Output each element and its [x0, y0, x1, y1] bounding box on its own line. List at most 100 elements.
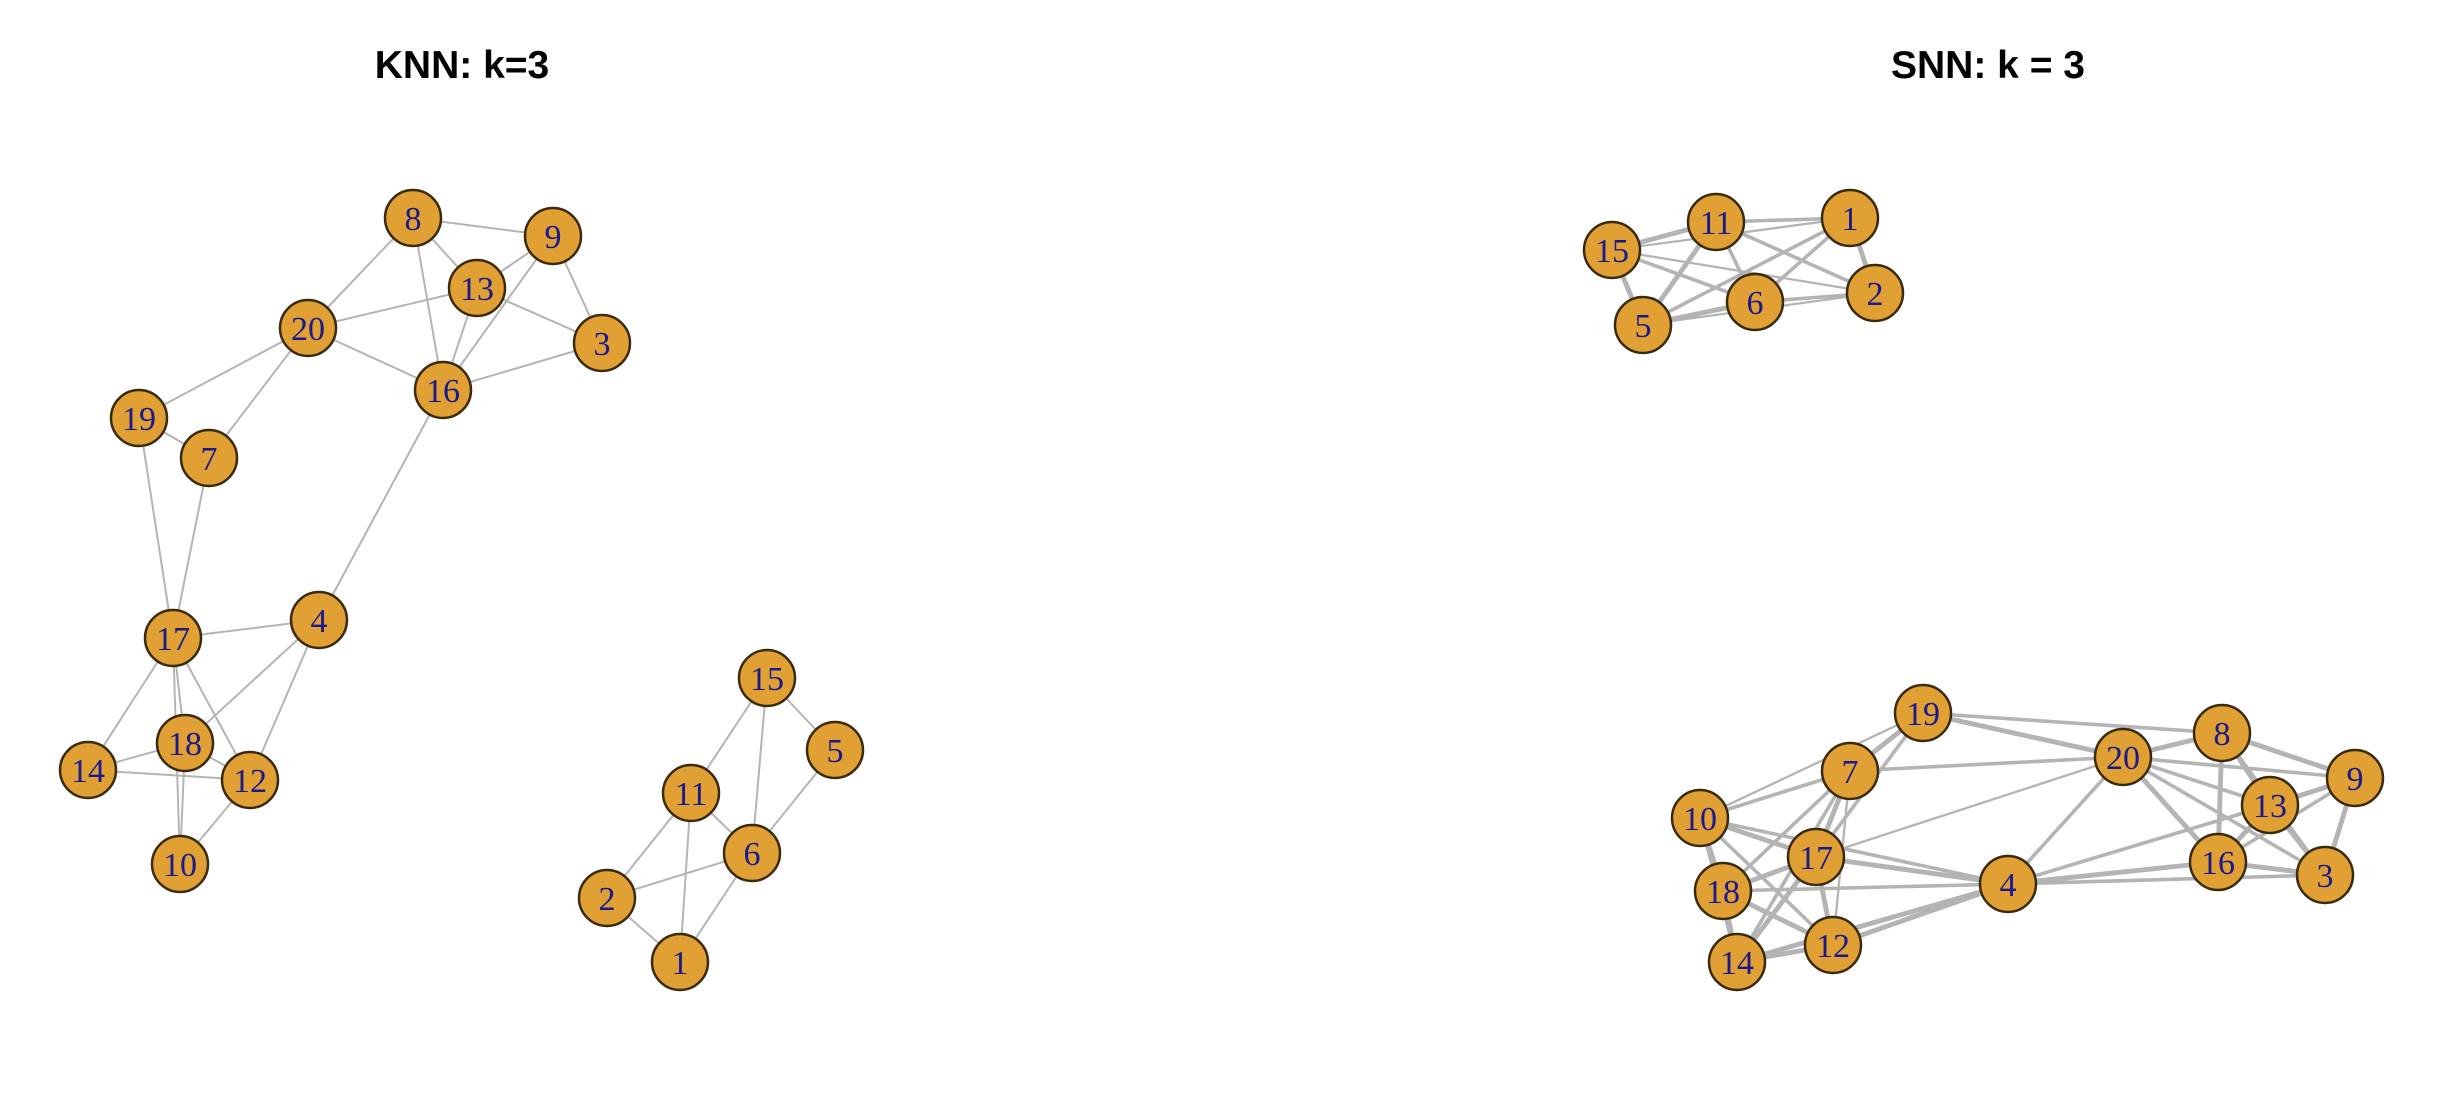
knn-node-label-16: 16	[426, 373, 460, 410]
knn-node-7: 7	[179, 428, 239, 488]
knn-edge-20-19	[138, 327, 309, 419]
snn-node-20: 20	[2093, 727, 2153, 787]
knn-node-label-7: 7	[201, 441, 218, 478]
snn-node-5: 5	[1613, 295, 1673, 355]
knn-edge-4-18	[184, 619, 320, 744]
knn-node-label-3: 3	[594, 326, 611, 363]
knn-node-circle-8	[383, 188, 443, 248]
knn-node-18: 18	[155, 713, 215, 773]
snn-edge-4-18	[1721, 882, 2010, 893]
snn-edge-19-10	[1698, 711, 1925, 820]
snn-node-17: 17	[1786, 827, 1846, 887]
snn-edge-13-4	[2006, 803, 2272, 886]
snn-node-label-14: 14	[1720, 945, 1754, 982]
knn-node-label-13: 13	[460, 271, 494, 308]
knn-node-circle-16	[413, 360, 473, 420]
snn-node-label-18: 18	[1706, 874, 1740, 911]
knn-node-16: 16	[413, 360, 473, 420]
snn-node-label-5: 5	[1635, 308, 1652, 345]
knn-node-4: 4	[289, 590, 349, 650]
snn-node-label-6: 6	[1747, 285, 1764, 322]
knn-node-label-10: 10	[163, 847, 197, 884]
snn-node-6: 6	[1725, 272, 1785, 332]
knn-node-1: 1	[650, 932, 710, 992]
snn-node-circle-5	[1613, 295, 1673, 355]
knn-node-label-12: 12	[233, 763, 267, 800]
snn-node-circle-8	[2192, 703, 2252, 763]
knn-node-circle-14	[58, 740, 118, 800]
knn-node-20: 20	[278, 298, 338, 358]
knn-node-circle-2	[577, 868, 637, 928]
snn-node-circle-17	[1786, 827, 1846, 887]
snn-node-circle-15	[1582, 220, 1642, 280]
knn-node-3: 3	[572, 313, 632, 373]
knn-node-label-6: 6	[744, 836, 761, 873]
snn-node-label-19: 19	[1906, 696, 1940, 733]
knn-node-circle-10	[150, 834, 210, 894]
snn-node-1: 1	[1820, 188, 1880, 248]
snn-node-circle-1	[1820, 188, 1880, 248]
snn-panel-title: SNN: k = 3	[1891, 44, 2085, 87]
snn-node-circle-14	[1707, 932, 1767, 992]
snn-node-19: 19	[1893, 683, 1953, 743]
knn-edge-9-16	[442, 235, 554, 391]
snn-edge-20-9	[2121, 755, 2357, 780]
snn-node-3: 3	[2295, 845, 2355, 905]
knn-node-label-9: 9	[545, 219, 562, 256]
knn-panel-title: KNN: k=3	[375, 44, 549, 87]
snn-node-14: 14	[1707, 932, 1767, 992]
snn-edge-10-12	[1698, 816, 1835, 947]
snn-node-label-4: 4	[2000, 867, 2017, 904]
snn-node-11: 11	[1686, 192, 1746, 252]
snn-edge-4-14	[1734, 881, 2011, 965]
knn-node-label-11: 11	[675, 776, 708, 813]
knn-node-17: 17	[143, 608, 203, 668]
snn-node-circle-9	[2325, 748, 2385, 808]
knn-node-circle-6	[722, 823, 782, 883]
snn-edge-16-4	[2005, 859, 2221, 887]
knn-node-label-4: 4	[311, 603, 328, 640]
knn-node-circle-5	[805, 720, 865, 780]
snn-node-circle-11	[1686, 192, 1746, 252]
knn-node-2: 2	[577, 868, 637, 928]
knn-node-8: 8	[383, 188, 443, 248]
knn-node-11: 11	[661, 763, 721, 823]
snn-node-label-2: 2	[1867, 276, 1884, 313]
snn-node-circle-13	[2240, 775, 2300, 835]
snn-edge-20-3	[2121, 755, 2327, 877]
knn-node-5: 5	[805, 720, 865, 780]
knn-node-label-15: 15	[750, 661, 784, 698]
snn-node-10: 10	[1670, 788, 1730, 848]
snn-node-label-3: 3	[2317, 858, 2334, 895]
knn-node-circle-11	[661, 763, 721, 823]
snn-node-circle-7	[1820, 741, 1880, 801]
snn-node-label-7: 7	[1842, 754, 1859, 791]
snn-node-circle-19	[1893, 683, 1953, 743]
knn-node-circle-7	[179, 428, 239, 488]
snn-node-8: 8	[2192, 703, 2252, 763]
snn-node-label-9: 9	[2347, 761, 2364, 798]
knn-node-12: 12	[220, 750, 280, 810]
snn-edge-19-8	[1921, 711, 2224, 735]
snn-node-circle-6	[1725, 272, 1785, 332]
snn-node-2: 2	[1845, 263, 1905, 323]
knn-node-label-5: 5	[827, 733, 844, 770]
knn-node-label-2: 2	[599, 881, 616, 918]
snn-node-12: 12	[1803, 915, 1863, 975]
snn-edge-4-10	[1698, 816, 2010, 886]
snn-node-circle-18	[1693, 861, 1753, 921]
knn-node-label-8: 8	[405, 201, 422, 238]
snn-edge-19-20	[1920, 710, 2126, 760]
snn-node-label-17: 17	[1799, 840, 1833, 877]
knn-node-circle-9	[523, 206, 583, 266]
snn-node-15: 15	[1582, 220, 1642, 280]
knn-node-circle-18	[155, 713, 215, 773]
knn-node-15: 15	[737, 648, 797, 708]
knn-node-label-20: 20	[291, 311, 325, 348]
snn-node-circle-3	[2295, 845, 2355, 905]
snn-node-13: 13	[2240, 775, 2300, 835]
snn-edge-20-17	[1814, 755, 2125, 859]
